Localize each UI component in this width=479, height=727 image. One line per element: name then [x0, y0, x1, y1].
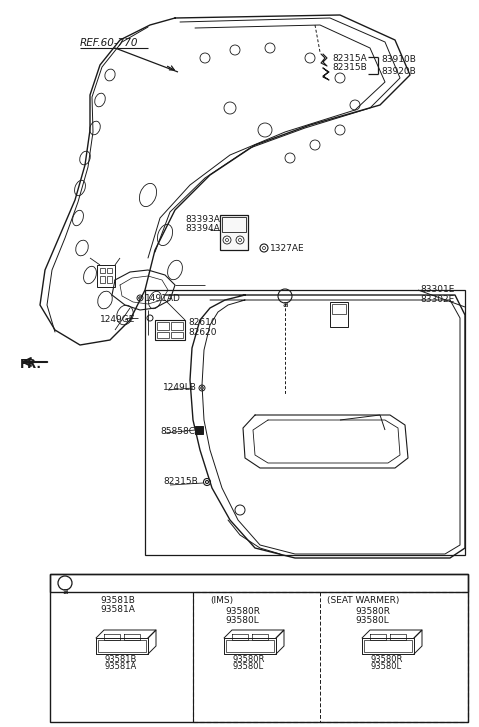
Text: a: a — [282, 300, 288, 309]
Text: 83394A: 83394A — [185, 224, 220, 233]
Bar — [100, 268, 105, 273]
Circle shape — [139, 297, 141, 300]
Text: 93580R: 93580R — [225, 607, 260, 616]
Bar — [171, 322, 183, 330]
Bar — [195, 426, 203, 434]
Text: 93580L: 93580L — [371, 662, 402, 671]
Bar — [222, 217, 246, 232]
Text: 93580R: 93580R — [233, 655, 265, 664]
Text: 93580L: 93580L — [233, 662, 264, 671]
Text: 82610: 82610 — [188, 318, 217, 327]
Text: 85858C: 85858C — [160, 427, 195, 436]
Bar — [155, 320, 185, 340]
Bar — [50, 574, 468, 592]
Text: 93581B: 93581B — [105, 655, 137, 664]
Circle shape — [205, 481, 208, 483]
Bar — [107, 276, 112, 283]
Bar — [332, 304, 346, 314]
Text: 93580L: 93580L — [355, 616, 389, 625]
Text: (SEAT WARMER): (SEAT WARMER) — [327, 596, 399, 605]
Text: 82315B: 82315B — [163, 477, 198, 486]
Text: REF.60-770: REF.60-770 — [80, 38, 138, 48]
Bar — [330, 302, 348, 327]
Text: 1249LB: 1249LB — [163, 383, 197, 392]
Bar — [157, 322, 169, 330]
Text: 82315B: 82315B — [332, 63, 367, 72]
Text: 83393A: 83393A — [185, 215, 220, 224]
Text: 1491AD: 1491AD — [145, 294, 181, 303]
Text: (IMS): (IMS) — [210, 596, 233, 605]
Text: 83301E: 83301E — [420, 285, 455, 294]
Bar — [107, 268, 112, 273]
Bar — [171, 332, 183, 338]
Text: 82315A: 82315A — [332, 54, 367, 63]
Bar — [50, 574, 468, 722]
Text: FR.: FR. — [20, 358, 42, 371]
Bar — [193, 592, 468, 722]
Bar — [226, 640, 274, 652]
Text: 83920B: 83920B — [381, 67, 416, 76]
Text: 93581A: 93581A — [105, 662, 137, 671]
Bar — [157, 332, 169, 338]
Text: 1327AE: 1327AE — [270, 244, 305, 253]
Bar — [97, 265, 115, 287]
Circle shape — [201, 387, 203, 389]
Text: 93581B: 93581B — [100, 596, 135, 605]
Text: 83302E: 83302E — [420, 295, 454, 304]
Text: a: a — [62, 587, 68, 595]
Bar — [364, 640, 412, 652]
Text: 93580R: 93580R — [355, 607, 390, 616]
Bar — [98, 640, 146, 652]
Circle shape — [226, 238, 228, 241]
Bar — [145, 290, 465, 555]
Text: 93580L: 93580L — [225, 616, 259, 625]
Circle shape — [262, 246, 265, 249]
Text: 93580R: 93580R — [371, 655, 403, 664]
Text: 82620: 82620 — [188, 328, 217, 337]
Text: 93581A: 93581A — [100, 605, 135, 614]
Text: 83910B: 83910B — [381, 55, 416, 64]
Text: 1249GE: 1249GE — [100, 315, 136, 324]
Bar — [220, 215, 248, 250]
Circle shape — [239, 238, 241, 241]
Bar — [100, 276, 105, 283]
